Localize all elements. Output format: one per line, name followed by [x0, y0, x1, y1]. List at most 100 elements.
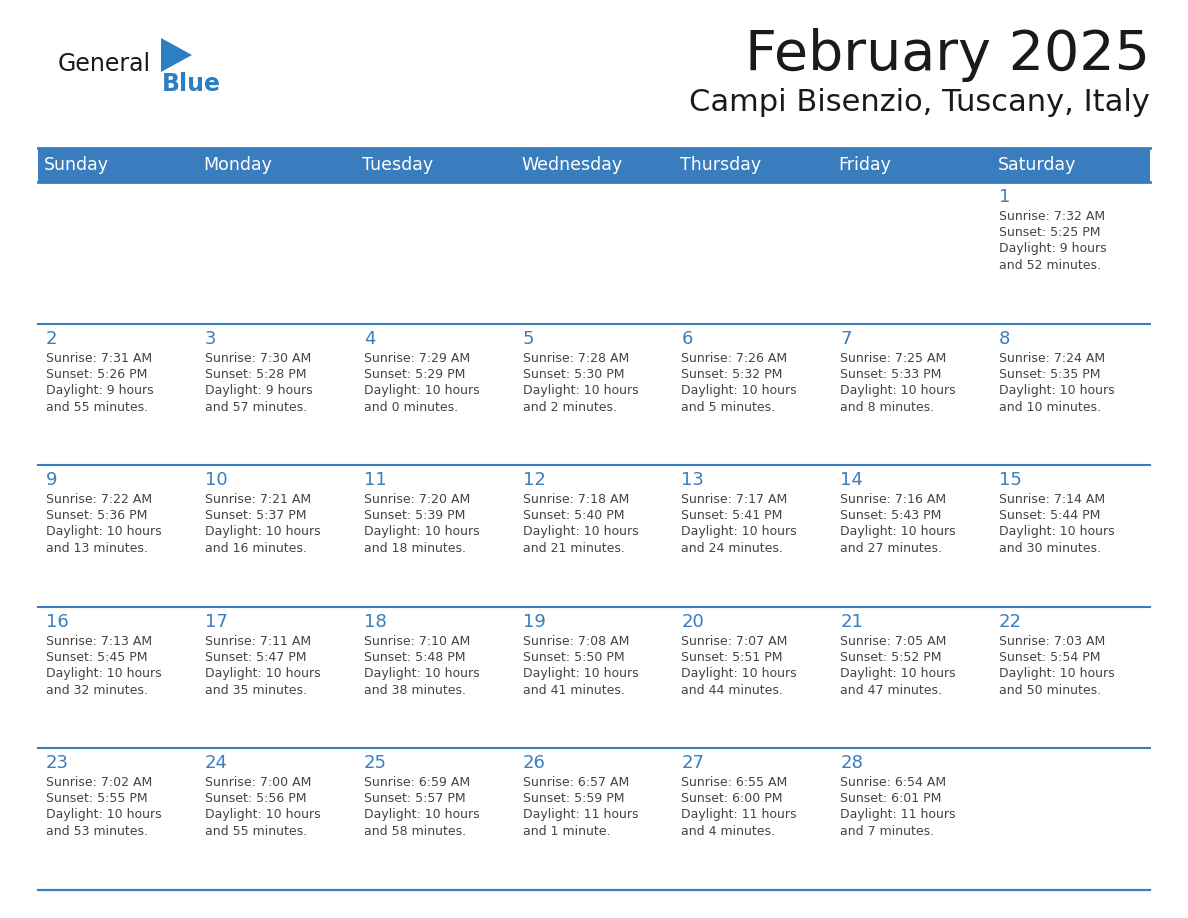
Text: Sunrise: 7:07 AM: Sunrise: 7:07 AM [682, 635, 788, 648]
Text: Sunrise: 7:28 AM: Sunrise: 7:28 AM [523, 352, 628, 364]
Text: Sunrise: 7:00 AM: Sunrise: 7:00 AM [204, 777, 311, 789]
Text: Sunset: 5:55 PM: Sunset: 5:55 PM [46, 792, 147, 805]
Text: 15: 15 [999, 471, 1022, 489]
Text: Daylight: 10 hours
and 24 minutes.: Daylight: 10 hours and 24 minutes. [682, 525, 797, 555]
Text: 25: 25 [364, 755, 386, 772]
Polygon shape [162, 38, 192, 72]
Text: Sunset: 5:29 PM: Sunset: 5:29 PM [364, 367, 465, 381]
Text: Daylight: 10 hours
and 10 minutes.: Daylight: 10 hours and 10 minutes. [999, 384, 1114, 414]
Text: Sunset: 6:01 PM: Sunset: 6:01 PM [840, 792, 942, 805]
Text: 1: 1 [999, 188, 1011, 206]
Text: Sunset: 5:56 PM: Sunset: 5:56 PM [204, 792, 307, 805]
Text: 13: 13 [682, 471, 704, 489]
Text: Tuesday: Tuesday [362, 156, 434, 174]
Text: Sunset: 5:36 PM: Sunset: 5:36 PM [46, 509, 147, 522]
Text: Sunset: 5:51 PM: Sunset: 5:51 PM [682, 651, 783, 664]
Text: Sunset: 5:50 PM: Sunset: 5:50 PM [523, 651, 624, 664]
Text: 21: 21 [840, 613, 864, 631]
Text: Monday: Monday [203, 156, 272, 174]
Text: Daylight: 10 hours
and 27 minutes.: Daylight: 10 hours and 27 minutes. [840, 525, 956, 555]
Text: 4: 4 [364, 330, 375, 348]
Text: Sunrise: 6:55 AM: Sunrise: 6:55 AM [682, 777, 788, 789]
Text: 9: 9 [46, 471, 57, 489]
Text: Sunrise: 6:59 AM: Sunrise: 6:59 AM [364, 777, 469, 789]
Text: Daylight: 10 hours
and 18 minutes.: Daylight: 10 hours and 18 minutes. [364, 525, 479, 555]
Text: Daylight: 10 hours
and 13 minutes.: Daylight: 10 hours and 13 minutes. [46, 525, 162, 555]
Text: Sunrise: 7:24 AM: Sunrise: 7:24 AM [999, 352, 1105, 364]
Text: Daylight: 10 hours
and 8 minutes.: Daylight: 10 hours and 8 minutes. [840, 384, 956, 414]
Text: Sunset: 5:54 PM: Sunset: 5:54 PM [999, 651, 1100, 664]
Text: 12: 12 [523, 471, 545, 489]
Text: Sunset: 5:35 PM: Sunset: 5:35 PM [999, 367, 1100, 381]
Text: Sunrise: 7:03 AM: Sunrise: 7:03 AM [999, 635, 1105, 648]
Text: Daylight: 10 hours
and 58 minutes.: Daylight: 10 hours and 58 minutes. [364, 809, 479, 838]
Text: 14: 14 [840, 471, 864, 489]
Text: 11: 11 [364, 471, 386, 489]
Text: Sunset: 5:45 PM: Sunset: 5:45 PM [46, 651, 147, 664]
Text: Sunset: 5:40 PM: Sunset: 5:40 PM [523, 509, 624, 522]
Text: Daylight: 10 hours
and 2 minutes.: Daylight: 10 hours and 2 minutes. [523, 384, 638, 414]
Text: Sunrise: 6:57 AM: Sunrise: 6:57 AM [523, 777, 628, 789]
Text: Sunrise: 7:13 AM: Sunrise: 7:13 AM [46, 635, 152, 648]
Text: 5: 5 [523, 330, 535, 348]
Text: Sunset: 5:32 PM: Sunset: 5:32 PM [682, 367, 783, 381]
Text: Sunrise: 6:54 AM: Sunrise: 6:54 AM [840, 777, 947, 789]
Text: Sunrise: 7:11 AM: Sunrise: 7:11 AM [204, 635, 311, 648]
Text: 26: 26 [523, 755, 545, 772]
Text: Sunrise: 7:17 AM: Sunrise: 7:17 AM [682, 493, 788, 506]
Text: Sunset: 5:26 PM: Sunset: 5:26 PM [46, 367, 147, 381]
Text: 2: 2 [46, 330, 57, 348]
Text: Sunset: 5:30 PM: Sunset: 5:30 PM [523, 367, 624, 381]
Text: Sunrise: 7:26 AM: Sunrise: 7:26 AM [682, 352, 788, 364]
Text: Sunrise: 7:22 AM: Sunrise: 7:22 AM [46, 493, 152, 506]
Text: February 2025: February 2025 [745, 28, 1150, 82]
Text: Daylight: 10 hours
and 47 minutes.: Daylight: 10 hours and 47 minutes. [840, 666, 956, 697]
Text: General: General [58, 52, 151, 76]
Text: Wednesday: Wednesday [520, 156, 623, 174]
Text: Sunrise: 7:16 AM: Sunrise: 7:16 AM [840, 493, 947, 506]
Text: Sunset: 5:48 PM: Sunset: 5:48 PM [364, 651, 466, 664]
Text: 3: 3 [204, 330, 216, 348]
Text: Daylight: 10 hours
and 41 minutes.: Daylight: 10 hours and 41 minutes. [523, 666, 638, 697]
Text: Daylight: 9 hours
and 52 minutes.: Daylight: 9 hours and 52 minutes. [999, 242, 1107, 272]
Text: Sunset: 5:39 PM: Sunset: 5:39 PM [364, 509, 465, 522]
Bar [38, 148, 1150, 182]
Text: Sunday: Sunday [44, 156, 109, 174]
Text: Sunset: 5:37 PM: Sunset: 5:37 PM [204, 509, 307, 522]
Text: Sunrise: 7:25 AM: Sunrise: 7:25 AM [840, 352, 947, 364]
Text: 18: 18 [364, 613, 386, 631]
Text: Sunset: 5:52 PM: Sunset: 5:52 PM [840, 651, 942, 664]
Text: Daylight: 10 hours
and 38 minutes.: Daylight: 10 hours and 38 minutes. [364, 666, 479, 697]
Text: Sunrise: 7:08 AM: Sunrise: 7:08 AM [523, 635, 628, 648]
Text: 22: 22 [999, 613, 1022, 631]
Text: Sunrise: 7:32 AM: Sunrise: 7:32 AM [999, 210, 1105, 223]
Text: Daylight: 10 hours
and 21 minutes.: Daylight: 10 hours and 21 minutes. [523, 525, 638, 555]
Text: Daylight: 10 hours
and 53 minutes.: Daylight: 10 hours and 53 minutes. [46, 809, 162, 838]
Text: 17: 17 [204, 613, 228, 631]
Text: Sunset: 5:43 PM: Sunset: 5:43 PM [840, 509, 942, 522]
Text: Sunset: 5:25 PM: Sunset: 5:25 PM [999, 226, 1100, 239]
Text: Sunset: 6:00 PM: Sunset: 6:00 PM [682, 792, 783, 805]
Text: 28: 28 [840, 755, 864, 772]
Text: 7: 7 [840, 330, 852, 348]
Text: 23: 23 [46, 755, 69, 772]
Text: Blue: Blue [162, 72, 221, 96]
Text: Daylight: 9 hours
and 57 minutes.: Daylight: 9 hours and 57 minutes. [204, 384, 312, 414]
Text: Thursday: Thursday [680, 156, 760, 174]
Text: Sunrise: 7:14 AM: Sunrise: 7:14 AM [999, 493, 1105, 506]
Text: Daylight: 10 hours
and 55 minutes.: Daylight: 10 hours and 55 minutes. [204, 809, 321, 838]
Text: Daylight: 10 hours
and 30 minutes.: Daylight: 10 hours and 30 minutes. [999, 525, 1114, 555]
Text: 6: 6 [682, 330, 693, 348]
Text: Saturday: Saturday [998, 156, 1076, 174]
Text: Daylight: 10 hours
and 0 minutes.: Daylight: 10 hours and 0 minutes. [364, 384, 479, 414]
Text: Daylight: 10 hours
and 44 minutes.: Daylight: 10 hours and 44 minutes. [682, 666, 797, 697]
Text: Sunrise: 7:31 AM: Sunrise: 7:31 AM [46, 352, 152, 364]
Text: Sunset: 5:57 PM: Sunset: 5:57 PM [364, 792, 466, 805]
Text: Daylight: 11 hours
and 7 minutes.: Daylight: 11 hours and 7 minutes. [840, 809, 955, 838]
Text: Sunset: 5:47 PM: Sunset: 5:47 PM [204, 651, 307, 664]
Text: 27: 27 [682, 755, 704, 772]
Text: Sunset: 5:59 PM: Sunset: 5:59 PM [523, 792, 624, 805]
Text: Daylight: 10 hours
and 50 minutes.: Daylight: 10 hours and 50 minutes. [999, 666, 1114, 697]
Text: Sunrise: 7:02 AM: Sunrise: 7:02 AM [46, 777, 152, 789]
Text: Campi Bisenzio, Tuscany, Italy: Campi Bisenzio, Tuscany, Italy [689, 88, 1150, 117]
